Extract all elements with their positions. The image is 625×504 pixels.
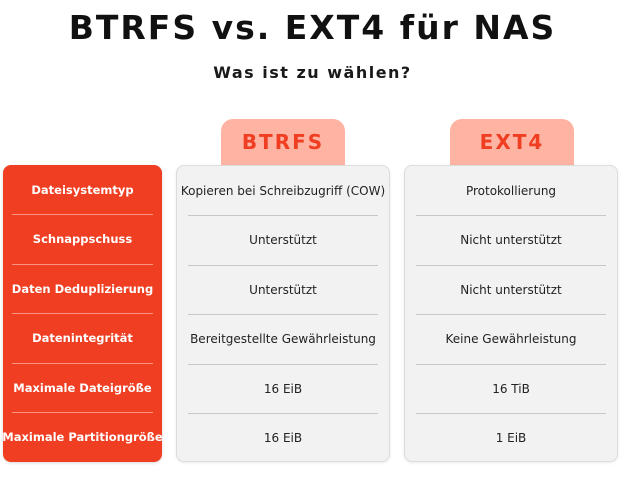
ext4-value-schnappschuss: Nicht unterstützt <box>460 233 562 248</box>
row-label-datenintegritaet: Datenintegrität <box>32 331 133 346</box>
btrfs-value-maximale-dateigroesse: 16 EiB <box>263 381 303 396</box>
ext4-value-dateisystemtyp: Protokollierung <box>465 183 557 198</box>
row-label-dateisystemtyp: Dateisystemtyp <box>31 182 134 197</box>
row-divider <box>416 314 606 315</box>
row-label-maximale-partitiongroesse: Maximale Partitiongröße <box>2 430 163 445</box>
ext4-value-maximale-dateigroesse: 16 TiB <box>492 381 530 396</box>
ext4-values-panel: Protokollierung Nicht unterstützt Nicht … <box>404 165 618 462</box>
ext4-value-daten-deduplizierung: Nicht unterstützt <box>460 282 562 297</box>
row-divider <box>188 215 378 216</box>
page-subtitle: Was ist zu wählen? <box>213 63 412 82</box>
btrfs-value-dateisystemtyp: Kopieren bei Schreibzugriff (COW) <box>180 183 386 198</box>
btrfs-values-panel: Kopieren bei Schreibzugriff (COW) Unters… <box>176 165 390 462</box>
row-divider <box>12 412 153 413</box>
row-divider <box>12 263 153 265</box>
row-divider <box>416 413 606 414</box>
page-title: BTRFS vs. EXT4 für NAS <box>68 8 557 47</box>
row-divider <box>12 313 153 314</box>
ext4-value-datenintegritaet: Keine Gewährleistung <box>445 332 577 347</box>
row-divider <box>12 362 153 364</box>
btrfs-value-datenintegritaet: Bereitgestellte Gewährleistung <box>190 332 376 347</box>
column-header-ext4: EXT4 <box>450 119 574 165</box>
row-label-schnappschuss: Schnappschuss <box>32 232 133 247</box>
row-label-daten-deduplizierung: Daten Deduplizierung <box>11 281 154 296</box>
row-divider <box>12 214 153 215</box>
column-header-btrfs: BTRFS <box>221 119 345 165</box>
btrfs-value-daten-deduplizierung: Unterstützt <box>249 282 317 297</box>
btrfs-value-maximale-partitiongroesse: 16 EiB <box>263 431 303 446</box>
row-divider <box>188 413 378 414</box>
row-divider <box>188 264 378 266</box>
row-divider <box>416 215 606 216</box>
row-divider <box>188 314 378 315</box>
row-label-maximale-dateigroesse: Maximale Dateigröße <box>13 380 152 395</box>
row-divider <box>188 363 378 365</box>
feature-labels-panel: Dateisystemtyp Schnappschuss Daten Dedup… <box>2 165 163 462</box>
row-divider <box>416 264 606 266</box>
row-divider <box>416 363 606 365</box>
ext4-value-maximale-partitiongroesse: 1 EiB <box>495 431 527 446</box>
btrfs-value-schnappschuss: Unterstützt <box>249 233 317 248</box>
